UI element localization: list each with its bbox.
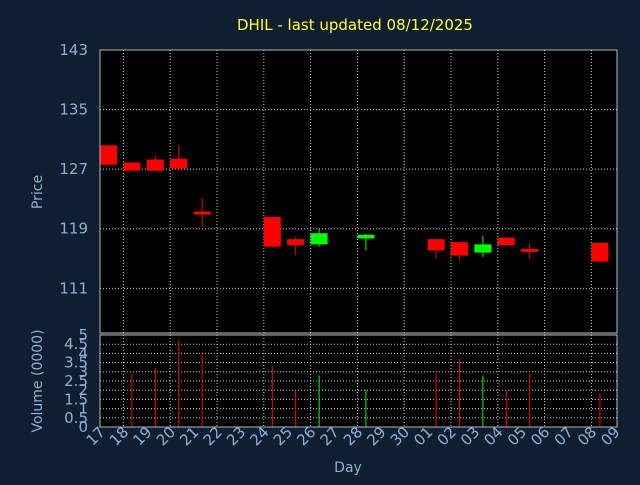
candle-body (474, 244, 492, 253)
candle-body (591, 242, 609, 262)
candle-body (193, 211, 211, 215)
candle-body (263, 216, 281, 247)
volume-tick-label: 3.5 (64, 354, 88, 372)
candle-body (170, 158, 188, 169)
price-axis-label: Price (30, 175, 46, 209)
marks-layer (100, 145, 609, 427)
candle-body (497, 237, 515, 246)
price-tick-label: 127 (59, 160, 88, 178)
price-tick-label: 119 (59, 220, 88, 238)
volume-tick-label: 1 (78, 400, 88, 418)
price-tick-label: 135 (59, 101, 88, 119)
volume-tick-label: 5 (78, 326, 88, 344)
volume-axis-label: Volume (0000) (30, 329, 46, 432)
x-axis-label: Day (334, 460, 362, 476)
price-tick-label: 111 (59, 279, 88, 297)
volume-tick-label: 1.5 (64, 390, 88, 408)
price-plot-frame (99, 49, 618, 334)
candle-body (427, 239, 445, 251)
price-tick-label: 143 (59, 41, 88, 59)
volume-plot-frame (99, 334, 618, 428)
volume-tick-label: 0 (78, 418, 88, 436)
chart-title: DHIL - last updated 08/12/2025 (237, 16, 473, 34)
candle-body (310, 233, 328, 245)
candle-body (123, 162, 141, 171)
candle-body (100, 145, 117, 165)
volume-tick-label: 0.5 (64, 409, 88, 427)
price-plot-area (100, 50, 617, 333)
candle-body (146, 159, 164, 171)
volume-tick-label: 4 (78, 344, 88, 362)
candle-body (357, 234, 375, 239)
volume-tick-label: 2.5 (64, 372, 88, 390)
volume-tick-label: 4.5 (64, 335, 88, 353)
volume-tick-label: 2 (78, 381, 88, 399)
candle-body (287, 239, 305, 246)
candle-body (521, 248, 539, 252)
volume-tick-label: 3 (78, 363, 88, 381)
grid-layer (100, 50, 617, 427)
candle-body (451, 242, 468, 256)
